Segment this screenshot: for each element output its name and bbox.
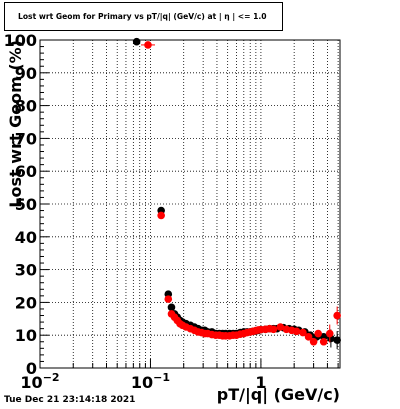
grid [40,40,340,368]
data-point [314,329,322,338]
y-tick-label: 90 [15,64,37,83]
data-point [319,337,328,346]
timestamp: Tue Dec 21 23:14:18 2021 [4,395,136,405]
chart-title: Lost wrt Geom for Primary vs pT/|q| (GeV… [18,12,267,21]
x-tick-label: 10−1 [131,371,170,392]
y-axis-title: Lost wrt Geom (%) [6,40,25,208]
x-tick-label: 1 [255,373,266,392]
y-tick-label: 100 [4,31,37,50]
ticks [39,39,339,369]
x-tick-label-exponent: −1 [153,371,170,384]
data-point [309,337,318,346]
x-tick-label: 10−2 [20,371,59,392]
y-tick-label: 40 [15,228,37,247]
y-tick-label: 50 [15,195,37,214]
data-point [299,328,307,337]
data-point [164,295,173,303]
x-axis-title: pT/|q| (GeV/c) [217,385,340,405]
x-tick-label-exponent: −2 [43,371,60,384]
data-point [276,323,285,331]
y-tick-label: 70 [15,129,37,148]
data-point [167,303,176,312]
data-point [304,333,313,341]
data-point [292,327,301,336]
y-tick-label: 0 [26,359,37,378]
chart-title-box: Lost wrt Geom for Primary vs pT/|q| (GeV… [4,2,283,31]
data-point [269,325,278,334]
y-tick-label: 60 [15,162,37,181]
data-point [325,329,334,338]
data-point [333,311,341,320]
data-points [132,37,341,350]
data-point [132,37,141,46]
data-point [144,41,152,49]
y-tick-label: 80 [15,97,37,116]
y-tick-label: 20 [15,293,37,312]
y-tick-label: 10 [15,326,37,345]
y-tick-label: 30 [15,261,37,280]
data-point [333,336,341,344]
data-point [157,211,165,220]
